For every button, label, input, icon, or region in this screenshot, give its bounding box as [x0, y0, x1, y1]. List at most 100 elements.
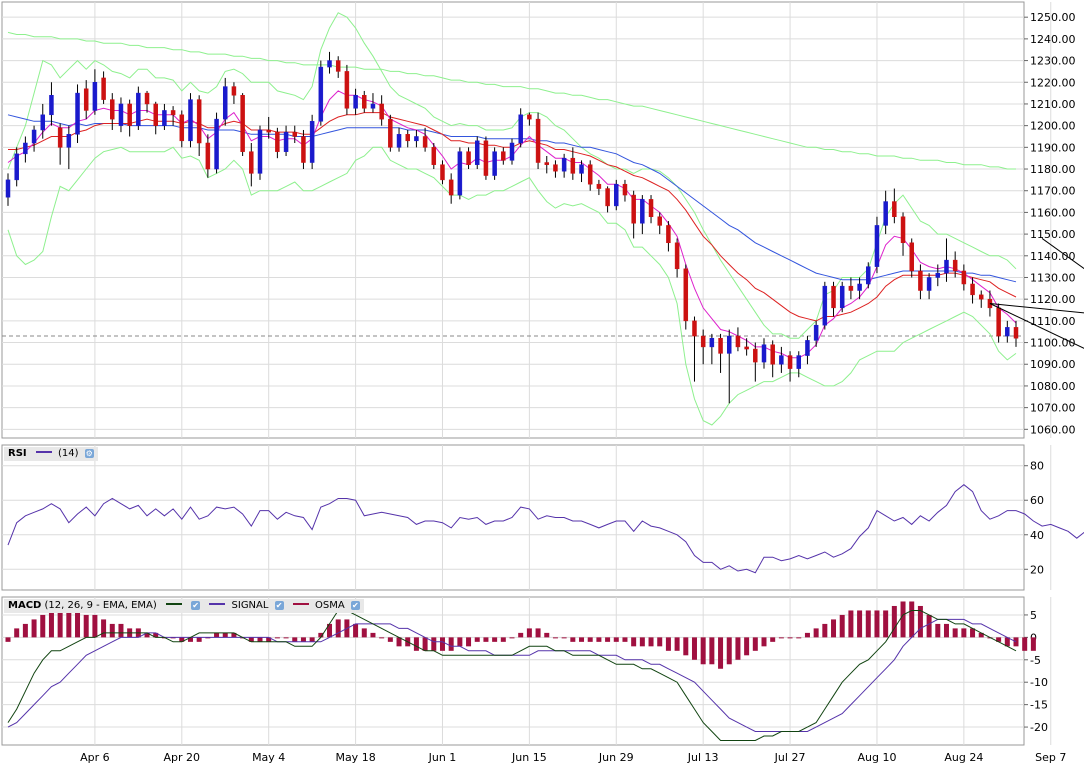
candle-body — [761, 344, 767, 363]
price-y-tick-label: 1240.00 — [1030, 33, 1076, 46]
candle-body — [579, 164, 584, 174]
osma-bar — [865, 610, 871, 638]
candle-body — [431, 147, 437, 165]
candle-body — [31, 129, 37, 144]
candle-body — [440, 164, 445, 181]
price-y-tick-label: 1200.00 — [1030, 120, 1076, 133]
osma-bar — [370, 632, 376, 638]
candle-body — [918, 270, 923, 291]
candle-body — [787, 355, 793, 369]
macd-y-tick-label: -5 — [1030, 654, 1041, 667]
candle-body — [5, 179, 11, 198]
candle-body — [544, 162, 550, 165]
osma-bar — [700, 637, 706, 665]
candle-body — [718, 337, 723, 354]
candle-body — [561, 157, 567, 172]
osma-toggle-check-icon[interactable]: ✔ — [350, 600, 360, 610]
osma-bar — [309, 637, 315, 642]
osma-bar — [657, 637, 663, 647]
candle-body — [170, 110, 176, 116]
candle-body — [735, 335, 741, 348]
osma-bar — [561, 637, 567, 639]
osma-bar — [248, 637, 254, 642]
macd-y-tick-label: 5 — [1030, 609, 1037, 622]
candle-body — [214, 118, 219, 170]
price-y-tick-label: 1210.00 — [1030, 98, 1076, 111]
candle-body — [935, 272, 941, 278]
candle-body — [222, 86, 228, 120]
candle-body — [674, 242, 680, 270]
macd-name: MACD — [8, 600, 42, 611]
osma-bar — [535, 628, 541, 638]
candle-body — [726, 335, 732, 354]
osma-bar — [683, 637, 689, 656]
candle-body — [753, 348, 758, 363]
candle-body — [422, 136, 428, 148]
osma-bar — [952, 628, 958, 638]
price-y-tick-label: 1180.00 — [1030, 163, 1076, 176]
osma-bar — [500, 637, 506, 642]
osma-bar — [874, 610, 880, 638]
candle-body — [162, 110, 167, 126]
candle-body — [492, 151, 497, 176]
candle-body — [813, 324, 819, 341]
macd-y-tick-label: -10 — [1030, 676, 1048, 689]
candle-body — [874, 225, 880, 267]
candle-body — [153, 103, 158, 126]
candle-body — [23, 142, 28, 155]
candle-body — [839, 285, 845, 309]
candle-body — [640, 199, 645, 224]
candle-body — [596, 183, 602, 189]
ema-long-line — [7, 31, 1016, 170]
osma-bar — [996, 637, 1002, 642]
candle-body — [692, 320, 697, 337]
candle-body — [883, 201, 888, 226]
bollinger-lower-line — [7, 146, 1017, 426]
osma-bar — [744, 637, 750, 656]
macd-toggle-check-icon[interactable]: ✔ — [191, 600, 201, 610]
osma-bar — [396, 637, 402, 647]
osma-bar — [361, 628, 367, 638]
candle-body — [110, 99, 115, 120]
x-tick-label: Jun 29 — [598, 751, 634, 764]
osma-bar — [466, 637, 472, 647]
candle-body — [744, 346, 749, 350]
candle-body — [683, 268, 689, 322]
price-y-tick-label: 1090.00 — [1030, 358, 1076, 371]
price-y-tick-label: 1190.00 — [1030, 141, 1076, 154]
price-y-tick-label: 1250.00 — [1030, 11, 1076, 24]
osma-bar — [726, 637, 732, 665]
osma-bar — [214, 632, 220, 638]
osma-bar — [839, 614, 845, 638]
candle-body — [666, 225, 671, 244]
candle-body — [857, 283, 862, 291]
candle-body — [952, 259, 958, 272]
candle-body — [909, 242, 914, 272]
signal-toggle-check-icon[interactable]: ✔ — [274, 600, 284, 610]
osma-bar — [665, 637, 671, 651]
osma-bar — [40, 614, 46, 638]
osma-bar — [509, 637, 515, 639]
candle-body — [370, 103, 376, 109]
candle-body — [970, 283, 975, 296]
osma-bar — [622, 637, 628, 642]
price-y-tick-label: 1170.00 — [1030, 185, 1076, 198]
osma-bar — [1013, 637, 1019, 647]
candle-body — [188, 99, 193, 142]
signal-legend-swatch — [209, 603, 226, 605]
candle-body — [240, 95, 245, 152]
candle-body — [900, 216, 906, 244]
osma-bar — [848, 610, 854, 638]
osma-bar — [413, 637, 419, 651]
osma-bar — [544, 632, 550, 638]
rsi-name: RSI — [8, 448, 27, 459]
rsi-pane-label: RSI (14) ⚙ — [4, 447, 98, 461]
candle-body — [622, 183, 628, 196]
price-y-tick-label: 1140.00 — [1030, 250, 1076, 263]
osma-bar — [900, 601, 906, 638]
osma-bar — [917, 605, 923, 638]
candle-body — [978, 294, 984, 300]
rsi-settings-icon[interactable]: ⚙ — [84, 448, 94, 458]
candle-body — [483, 140, 489, 176]
osma-bar — [266, 637, 272, 642]
